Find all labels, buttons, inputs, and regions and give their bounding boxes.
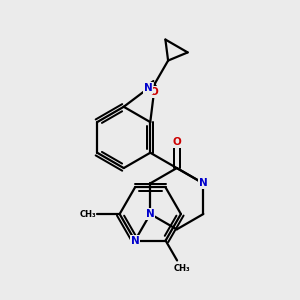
Text: N: N (199, 178, 208, 188)
Text: CH₃: CH₃ (173, 264, 190, 273)
Text: N: N (146, 209, 154, 219)
Text: N: N (130, 236, 139, 246)
Text: O: O (172, 137, 181, 147)
Text: N: N (144, 83, 153, 93)
Text: CH₃: CH₃ (79, 209, 96, 218)
Text: O: O (150, 87, 158, 97)
